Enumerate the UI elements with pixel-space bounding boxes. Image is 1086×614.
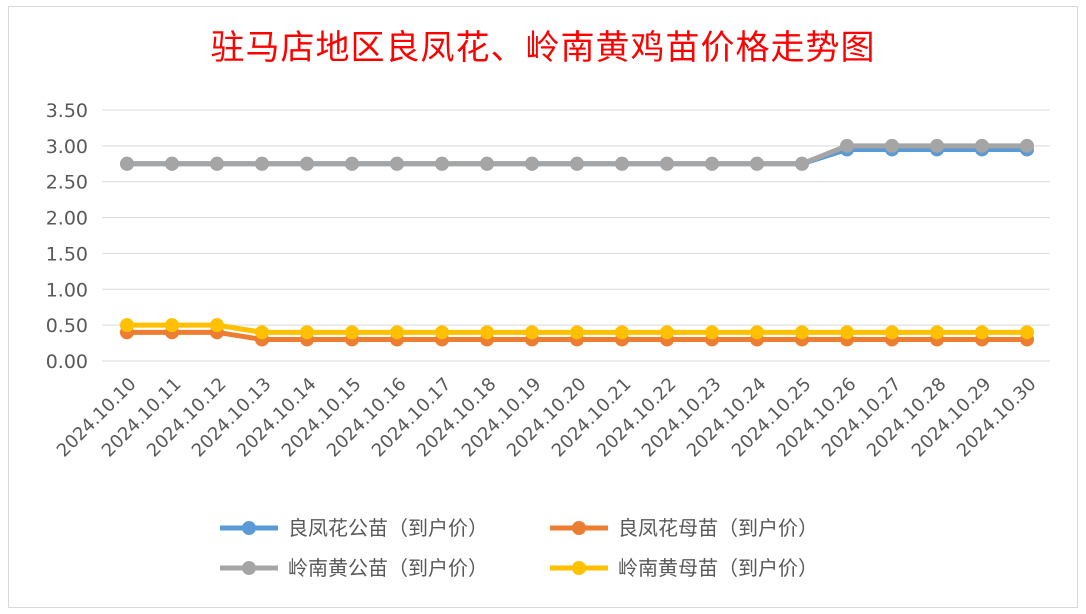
data-point: [525, 325, 539, 340]
data-point: [300, 325, 314, 340]
data-point: [435, 325, 449, 340]
legend-entry: 岭南黄公苗（到户价）: [220, 556, 488, 580]
legend-swatch-marker: [572, 521, 586, 535]
data-point: [480, 325, 494, 340]
data-point: [885, 138, 899, 153]
data-point: [975, 138, 989, 153]
data-point: [660, 325, 674, 340]
data-point: [390, 325, 404, 340]
legend-label: 良凤花母苗（到户价）: [618, 516, 818, 540]
data-point: [345, 325, 359, 340]
legend-label: 良凤花公苗（到户价）: [288, 516, 488, 540]
y-tick-label: 3.00: [46, 136, 88, 158]
y-tick-label: 1.50: [46, 243, 88, 265]
x-axis-ticks: 2024.10.102024.10.112024.10.122024.10.13…: [53, 374, 1041, 462]
legend-label: 岭南黄母苗（到户价）: [618, 556, 818, 580]
data-point: [480, 156, 494, 171]
legend-swatch-marker: [242, 561, 256, 575]
y-tick-label: 3.50: [46, 100, 88, 122]
data-point: [570, 325, 584, 340]
y-tick-label: 0.50: [46, 315, 88, 337]
data-point: [120, 318, 134, 333]
data-point: [750, 325, 764, 340]
data-point: [165, 156, 179, 171]
data-point: [705, 325, 719, 340]
chart-title: 驻马店地区良凤花、岭南黄鸡苗价格走势图: [210, 28, 876, 68]
data-point: [615, 325, 629, 340]
legend: 良凤花公苗（到户价） 良凤花母苗（到户价） 岭南黄公苗（到户价） 岭南黄母苗（到户价）: [220, 516, 818, 580]
data-point: [930, 138, 944, 153]
data-point: [255, 156, 269, 171]
data-point: [615, 156, 629, 171]
data-point: [930, 325, 944, 340]
data-point: [210, 156, 224, 171]
data-point: [660, 156, 674, 171]
data-point: [435, 156, 449, 171]
data-point: [975, 325, 989, 340]
data-point: [255, 325, 269, 340]
data-point: [1020, 138, 1034, 153]
chart-frame: [8, 6, 1078, 608]
data-point: [1020, 325, 1034, 340]
legend-entry: 良凤花母苗（到户价）: [550, 516, 818, 540]
legend-entry: 良凤花公苗（到户价）: [220, 516, 488, 540]
data-point: [525, 156, 539, 171]
series-4: [120, 318, 1034, 340]
legend-entry: 岭南黄母苗（到户价）: [550, 556, 818, 580]
data-point: [300, 156, 314, 171]
series-3: [120, 138, 1034, 171]
data-point: [705, 156, 719, 171]
data-point: [750, 156, 764, 171]
legend-swatch-marker: [242, 521, 256, 535]
y-tick-label: 2.00: [46, 208, 88, 230]
legend-swatch-marker: [572, 561, 586, 575]
data-point: [165, 318, 179, 333]
series-lines: [120, 138, 1034, 347]
y-tick-label: 2.50: [46, 172, 88, 194]
data-point: [570, 156, 584, 171]
y-tick-label: 0.00: [46, 351, 88, 373]
data-point: [210, 318, 224, 333]
data-point: [120, 156, 134, 171]
y-tick-label: 1.00: [46, 279, 88, 301]
legend-label: 岭南黄公苗（到户价）: [288, 556, 488, 580]
data-point: [390, 156, 404, 171]
data-point: [840, 325, 854, 340]
data-point: [795, 325, 809, 340]
data-point: [345, 156, 359, 171]
data-point: [840, 138, 854, 153]
data-point: [885, 325, 899, 340]
y-axis-ticks: 0.00 0.50 1.00 1.50 2.00 2.50 3.00 3.50: [46, 100, 88, 373]
data-point: [795, 156, 809, 171]
gridlines: [102, 109, 1050, 362]
